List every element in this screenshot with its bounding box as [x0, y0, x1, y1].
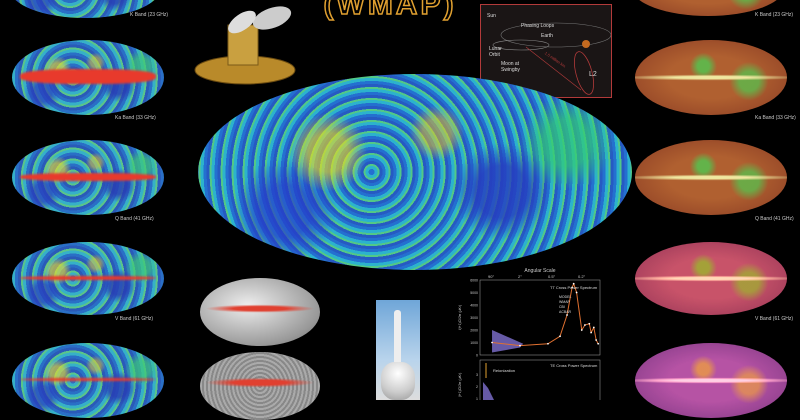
x-tick-label: 0.5°: [548, 274, 556, 279]
sun-label: Sun: [487, 13, 496, 19]
foreground-map-w-band: [635, 343, 787, 418]
map-label: V Band (61 GHz): [755, 316, 794, 322]
galaxy-map-grey-2: [200, 352, 320, 420]
phasing-loops-label: Phasing Loops: [521, 23, 555, 29]
y-tick-label: 5000: [470, 291, 478, 295]
te-plot-frame: [479, 359, 601, 400]
te-y-tick-label: 2: [476, 385, 478, 389]
lunar-orbit-label: Lunar Orbit: [489, 46, 502, 58]
legend-entry: CBI: [559, 305, 565, 309]
sky-map-q-band-left: [12, 140, 164, 215]
wmap-data-point: [584, 324, 586, 326]
galaxy-map-grey: [200, 278, 320, 346]
wmap-data-point: [571, 286, 573, 289]
map-label: Q Band (41 GHz): [115, 216, 154, 222]
wmap-data-point: [592, 326, 595, 329]
l2-label: L2: [589, 71, 597, 78]
y-tick-label: 1000: [470, 341, 478, 345]
wmap-data-point: [595, 339, 598, 341]
x-tick-label: 2°: [518, 274, 522, 279]
map-label: K Band (23 GHz): [130, 12, 169, 18]
foreground-map-v-band: [635, 242, 787, 315]
y-tick-label: 4000: [470, 304, 478, 308]
wmap-data-point: [572, 282, 575, 285]
sky-map-w-band-left: [12, 343, 164, 418]
te-y-tick-label: 3: [476, 373, 478, 377]
tt-plot-frame: [479, 279, 601, 356]
tt-title: TT Cross Power Spectrum: [550, 285, 598, 290]
model-curve: [491, 282, 599, 347]
te-y-tick-label: 1: [476, 397, 478, 400]
foreground-map-ka-band: [635, 40, 787, 115]
foreground-map-k-band: [632, 0, 784, 16]
wmap-data-point: [519, 344, 521, 347]
earth-label: Earth: [541, 33, 553, 39]
wmap-data-point: [559, 335, 561, 338]
poster-title: (WMAP): [323, 0, 457, 22]
te-variance-band: [483, 382, 494, 400]
x-tick-label: 90°: [488, 274, 494, 279]
rocket-launch-photo: [376, 300, 420, 400]
te-title: TE Cross Power Spectrum: [550, 363, 598, 368]
wmap-data-point: [575, 291, 578, 294]
map-label: Q Band (41 GHz): [755, 216, 794, 222]
sky-map-k-band-left: [10, 0, 160, 18]
legend-entry: ACBAR: [559, 310, 572, 314]
power-spectrum-chart: Angular Scale 90° 2° 0.5° 0.2° 0 1000 2000 3000 4…: [458, 268, 601, 400]
x-tick-label: 0.2°: [578, 274, 586, 279]
y-axis-label: l(l+1)Cl/2π (μK²): [458, 305, 462, 330]
legend-entry: WMAP: [559, 300, 571, 304]
map-label: Ka Band (33 GHz): [755, 115, 796, 121]
foreground-map-q-band: [635, 140, 787, 215]
wmap-satellite-image: [194, 6, 296, 85]
legend-entry: MODEL: [559, 295, 572, 299]
y-tick-label: 3000: [470, 316, 478, 320]
wmap-data-point: [491, 341, 493, 344]
sky-map-ka-band-left: [12, 40, 164, 115]
te-y-axis-label: (l+1)Cl/2π (μK²): [458, 373, 462, 398]
y-tick-label: 6000: [470, 279, 478, 283]
x-axis-label: Angular Scale: [524, 268, 555, 274]
cosmic-variance-band: [492, 330, 524, 353]
wmap-data-point: [597, 342, 600, 345]
sky-map-v-band-left: [12, 242, 164, 315]
map-label: Ka Band (33 GHz): [115, 115, 156, 121]
cmb-all-sky-map: [198, 74, 632, 270]
wmap-data-point: [588, 322, 591, 325]
wmap-data-point: [580, 329, 583, 331]
orbit-paths: [492, 22, 611, 95]
reionization-annotation: Reionization: [493, 368, 515, 373]
wmap-data-point: [590, 331, 593, 334]
y-tick-label: 0: [476, 354, 478, 358]
moon-swingby-label: Moon at Swingby: [501, 61, 520, 73]
wmap-data-point: [547, 342, 549, 345]
wmap-data-point: [566, 314, 568, 316]
y-tick-label: 2000: [470, 329, 478, 333]
map-label: V Band (61 GHz): [115, 316, 154, 322]
map-label: K Band (23 GHz): [755, 12, 794, 18]
